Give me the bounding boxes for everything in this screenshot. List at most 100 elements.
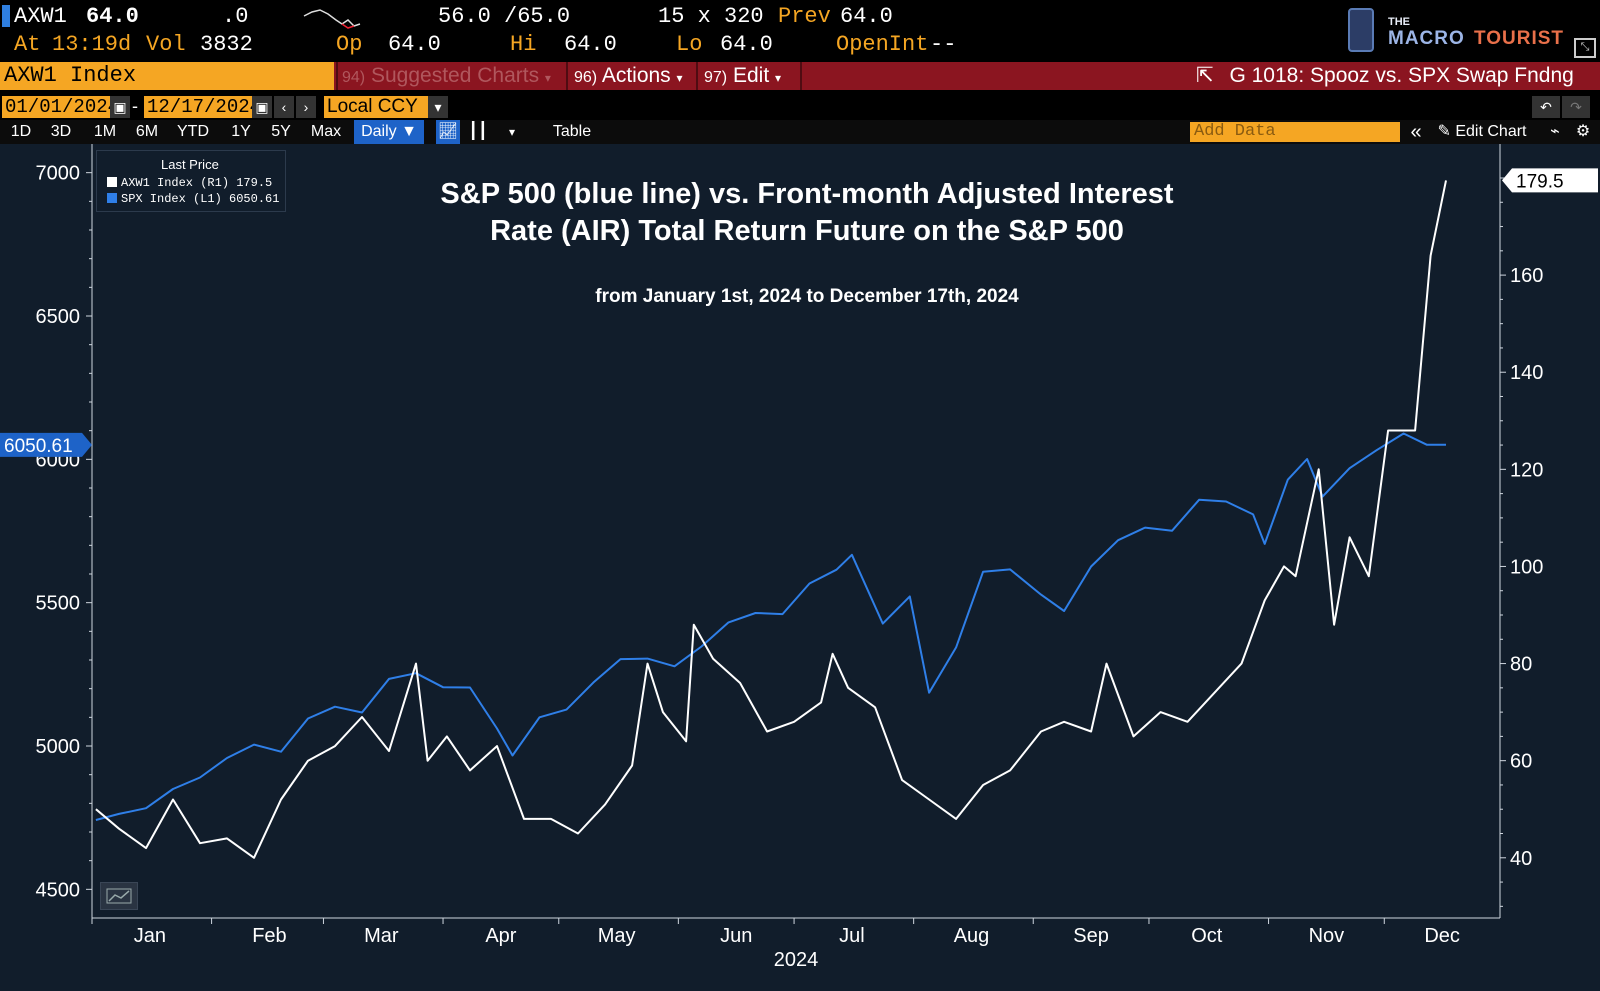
next-arrow-icon[interactable]: › [296,96,316,118]
add-data-input[interactable]: Add Data [1190,122,1400,142]
caret-down-icon: ▼ [401,123,417,140]
prev-arrow-icon[interactable]: ‹ [274,96,294,118]
date-toolbar: 01/01/2024 ▣ - 12/17/2024 ▣ ‹ › Local CC… [0,96,1600,120]
external-link-icon[interactable]: ⇱ [1196,64,1214,87]
left-tick-label: 5500 [36,593,81,615]
period-ytd[interactable]: YTD [177,123,209,140]
calendar-icon[interactable]: ▣ [252,96,272,118]
axw-series-line [95,180,1447,859]
frequency-label: Daily [361,123,397,140]
frequency-select[interactable]: Daily ▼ [354,120,424,144]
mini-chart-icon[interactable] [100,882,138,910]
right-tick-label: 60 [1510,751,1532,773]
start-date-input[interactable]: 01/01/2024 [2,96,119,118]
divider [566,62,568,90]
chart-canvas[interactable]: 4500500055006000650070004060801001201401… [0,144,1600,991]
chart-name-label: G 1018: Spooz vs. SPX Swap Fndng [1229,64,1574,87]
x-tick-label: Jan [134,925,166,947]
suggested-charts-menu[interactable]: 94) Suggested Charts ▾ [342,62,551,90]
legend-label: SPX Index (L1) 6050.61 [121,192,280,206]
x-tick-label: Apr [485,925,516,947]
period-toolbar: 1D 3D 1M 6M YTD 1Y 5Y Max Daily ▼ 📈︎ ┃┃ … [0,120,1600,144]
caret-down-icon: ▾ [775,71,782,85]
line-chart-icon[interactable]: 📈︎ [436,120,460,144]
x-tick-label: Jun [720,925,752,947]
vol-label: Vol [146,32,186,57]
chevron-down-icon[interactable]: ▾ [428,96,448,118]
edit-chart-button[interactable]: ✎ Edit Chart [1432,120,1532,144]
x-tick-label: Feb [252,925,286,947]
chart-subtitle: from January 1st, 2024 to December 17th,… [595,286,1019,307]
chart-name[interactable]: ⇱ G 1018: Spooz vs. SPX Swap Fndng [1196,62,1574,90]
caret-down-icon: ▾ [544,71,551,85]
x-tick-label: Jul [839,925,865,947]
net-change: .0 [222,4,249,29]
menu-num: 94) [342,69,366,86]
calendar-icon[interactable]: ▣ [110,96,130,118]
period-6m[interactable]: 6M [135,123,159,140]
ticker-marker [2,5,10,27]
end-date-input[interactable]: 12/17/2024 [144,96,261,118]
period-1d[interactable]: 1D [10,123,32,140]
at-time: 13:19d [52,32,132,57]
chevron-down-icon[interactable]: ▾ [508,125,516,139]
prev-label: Prev [778,4,831,29]
legend-header: Last Price [161,157,219,172]
edit-menu[interactable]: 97) Edit ▾ [704,62,781,90]
right-tick-label: 120 [1510,459,1543,481]
period-1y[interactable]: 1Y [231,123,251,140]
menu-label: Suggested Charts [370,64,540,87]
ticker[interactable]: AXW1 [14,4,67,29]
x-tick-label: Oct [1191,925,1223,947]
x-tick-label: Aug [954,925,990,947]
right-tick-label: 140 [1510,362,1543,384]
menu-bar: AXW1 Index 94) Suggested Charts ▾ 96) Ac… [0,62,1600,90]
edit-chart-label: Edit Chart [1455,123,1527,140]
chart-panel: 4500 5000 5500 6000 6500 7000 40 60 80 100 120 140 1… [0,144,1600,991]
at-label: At [14,32,41,57]
axw-last-tag [1502,168,1598,193]
bar-chart-icon[interactable]: ┃┃ [468,123,488,140]
period-5y[interactable]: 5Y [271,123,291,140]
expand-icon[interactable]: ⤡ [1574,38,1596,58]
suitcase-icon [1348,8,1374,52]
period-1m[interactable]: 1M [93,123,117,140]
redo-icon[interactable]: ↷ [1562,96,1590,118]
currency-select[interactable]: Local CCY [324,96,428,118]
right-tick-label: 160 [1510,265,1543,287]
op-value: 64.0 [388,32,441,57]
right-tick-label: 100 [1510,556,1543,578]
legend-swatch [107,193,117,203]
macro-tourist-logo: THE MACRO TOURIST [1348,6,1574,56]
x-tick-label: Sep [1073,925,1109,947]
legend-swatch [107,177,117,187]
collapse-icon[interactable]: « [1410,121,1422,143]
left-tick-label: 5000 [36,736,81,758]
spx-last-value: 6050.61 [4,436,73,457]
openint-value: -- [930,32,957,57]
menu-label: Actions [601,64,671,87]
x-year-label: 2024 [774,949,819,971]
left-tick-label: 6500 [36,306,81,328]
menu-label: Edit [732,64,770,87]
menu-num: 97) [704,69,728,86]
caret-down-icon: ▾ [676,71,683,85]
chart-title: S&P 500 (blue line) vs. Front-month Adju… [440,178,1174,247]
actions-menu[interactable]: 96) Actions ▾ [574,62,683,90]
quote-row-2: At 13:19d Vol 3832 Op 64.0 Hi 64.0 Lo 64… [0,32,1600,60]
legend-item-axw: AXW1 Index (R1) 179.5 [107,175,272,190]
x-tick-label: Mar [364,925,399,947]
undo-icon[interactable]: ↶ [1532,96,1560,118]
x-tick-label: Nov [1309,925,1345,947]
lo-label: Lo [676,32,703,57]
gear-icon[interactable]: ⚙ [1575,123,1591,140]
logo-tourist: TOURIST [1474,28,1565,49]
period-3d[interactable]: 3D [50,123,72,140]
legend-label: AXW1 Index (R1) 179.5 [121,176,273,190]
chart-settings-icon[interactable]: ⌁ [1550,123,1560,140]
security-field[interactable]: AXW1 Index [0,62,334,90]
period-max[interactable]: Max [310,123,342,140]
spx-series-line [95,432,1447,821]
table-button[interactable]: Table [552,123,592,140]
logo-macro: MACRO [1388,28,1465,49]
